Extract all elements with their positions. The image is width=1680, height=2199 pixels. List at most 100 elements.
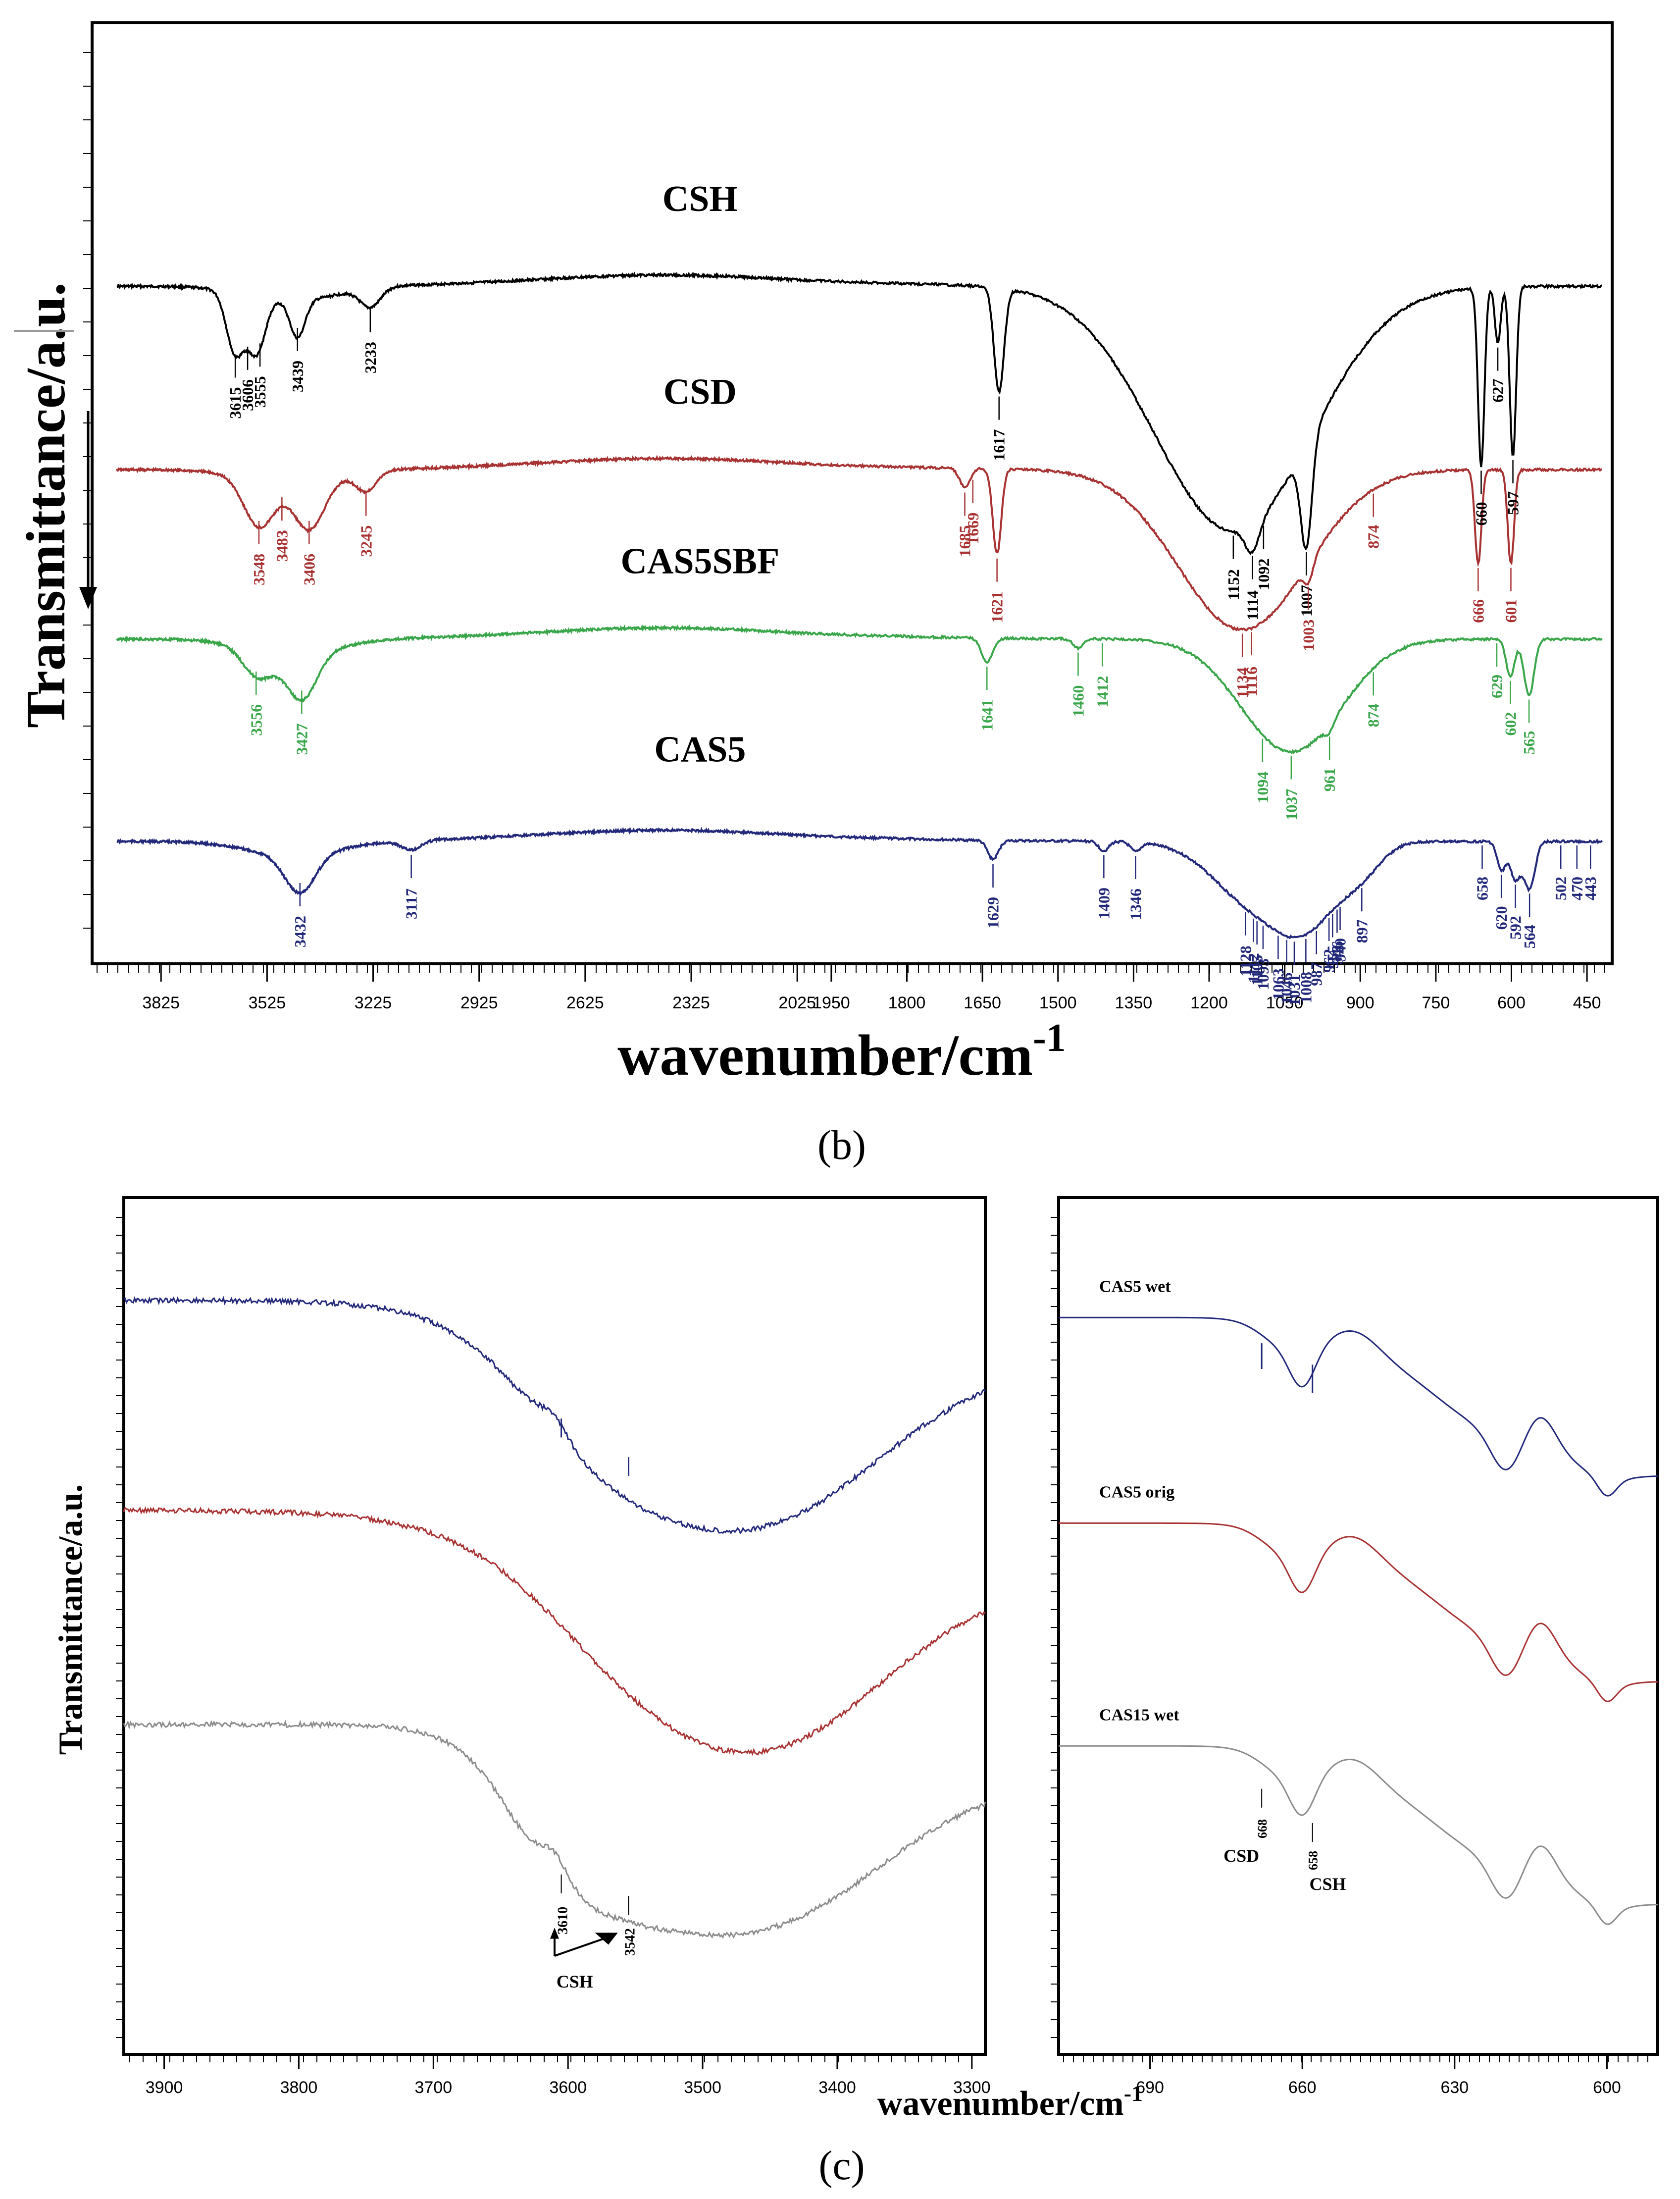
annotation-label: 1092 [1255,559,1273,590]
annotation-label: 668 [1255,1819,1270,1838]
annotation-label: 1412 [1093,676,1111,708]
annotation-label: 1134 [1233,667,1251,698]
panel-b-series [116,271,1603,940]
x-tick-label: 600 [1593,2078,1621,2097]
annotation-label: 874 [1365,703,1382,727]
annotation-label: 1621 [988,591,1006,623]
x-tick-label: 900 [1346,994,1375,1012]
x-tick-label: 2325 [672,994,710,1012]
annotation-label: 1094 [1254,772,1272,803]
annotation-label: 1105 [1248,955,1266,986]
annotation-label: 1409 [1095,888,1113,919]
x-tick-label: 3400 [818,2078,856,2097]
annotation-label: CSH [557,1972,593,1991]
arrow-line [554,1935,611,1957]
panel-b-arrow-head [79,587,97,609]
annotation-label: 658 [1306,1851,1321,1870]
x-tick-label: 1500 [1039,994,1077,1012]
series-label: CAS5 orig [1099,1483,1174,1502]
series-label: CAS5 wet [1099,1277,1171,1296]
panel-b-x-ticks [97,964,1605,982]
x-tick-label: 690 [1136,2078,1164,2097]
annotation-label: 955 [1324,945,1341,969]
series-label: CAS5SBF [620,541,779,582]
x-tick-label: 750 [1422,994,1450,1012]
x-tick-label: 450 [1573,994,1601,1012]
annotation-label: 1031 [1285,974,1303,1006]
annotation-label: 3432 [291,916,309,947]
x-tick-label: 3600 [549,2078,587,2097]
annotation-label: 1641 [978,699,996,731]
series-line [1059,1522,1658,1702]
annotation-label: 3615 [226,387,244,419]
annotation-label: 940 [1331,938,1349,962]
x-tick-label: 3500 [684,2078,721,2097]
annotation-label: 660 [1472,502,1490,525]
series-line [1059,1316,1658,1497]
panel-c-ylabel: Transmittance/a.u. [51,1484,89,1755]
annotation-label: 1685 [956,525,974,557]
annotation-label: 3406 [300,554,318,585]
annotation-label: 1629 [984,897,1002,929]
annotation-label: 1128 [1236,946,1254,977]
annotation-label: 987 [1308,962,1325,986]
annotation-label: CSD [1223,1846,1259,1866]
annotation-label: 3439 [289,361,306,392]
annotation-label: 3427 [293,723,310,755]
annotation-label: 1114 [1244,590,1262,620]
annotation-label: 946 [1328,941,1346,965]
annotation-label: 658 [1474,877,1491,900]
annotation-label: 1346 [1126,889,1144,920]
annotation-label: 470 [1568,877,1586,900]
annotation-label: 502 [1552,877,1570,900]
x-tick-label: 630 [1440,2078,1469,2097]
x-tick-label: 3800 [280,2078,318,2097]
annotation-label: 961 [1321,768,1338,791]
x-tick-label: 1350 [1115,994,1153,1012]
panel-b-ylabel: Transmittance/a.u. [15,282,77,728]
annotation-label: 3245 [357,525,375,557]
panel-c-left-frame [122,1196,987,2056]
annotation-label: 1460 [1069,685,1087,717]
annotation-label: 629 [1488,675,1506,698]
annotation-label: 1007 [1297,585,1315,617]
series-line [123,1720,986,1939]
annotation-label: 597 [1504,491,1522,515]
arrow-head [595,1933,618,1945]
series-line-cas5 [116,826,1603,940]
panel-b-frame [91,21,1614,965]
annotation-label: 1093 [1254,958,1272,990]
annotation-label: 3606 [239,379,256,411]
annotation-label: 874 [1365,525,1382,549]
annotation-label: 3117 [403,889,420,919]
annotation-label: 1116 [1243,667,1261,696]
x-tick-label: 1650 [964,994,1001,1012]
annotation-label: 3610 [556,1907,571,1935]
annotation-label: 3556 [247,704,265,736]
arrow-head [550,1927,559,1939]
panel-c-series [123,1296,1658,1939]
annotation-label: 1669 [964,513,982,544]
x-tick-label: 3900 [146,2078,183,2097]
x-tick-label: 2025 [778,994,816,1012]
x-tick-label: 1800 [888,994,926,1012]
panel-c-ticks [116,1217,1648,2069]
series-line-csd [116,455,1603,631]
annotation-label: CSH [1309,1874,1346,1894]
x-tick-label: 3225 [355,994,392,1012]
annotation-label: 1003 [1299,620,1317,651]
panel-c-caption: (c) [818,2143,865,2189]
panel-b-caption: (b) [817,1122,866,1168]
series-label: CSD [663,372,737,413]
annotation-label: 3233 [361,342,379,373]
annotation-label: 602 [1502,712,1520,736]
series-label: CAS15 wet [1099,1706,1179,1724]
x-tick-label: 3525 [249,994,286,1012]
annotation-label: 592 [1507,916,1525,940]
series-label: CSH [662,179,738,219]
annotation-label: 620 [1492,906,1510,930]
annotation-label: 1063 [1269,968,1287,1000]
x-tick-label: 2625 [566,994,604,1012]
